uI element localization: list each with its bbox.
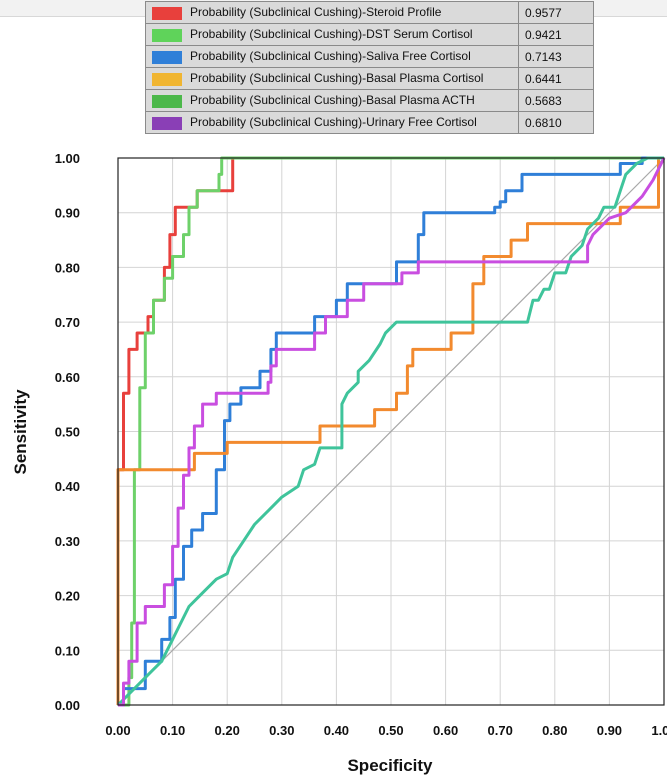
legend-swatch xyxy=(152,6,182,20)
roc-series-line-5 xyxy=(116,156,664,707)
x-tick-label: 0.00 xyxy=(105,723,130,738)
legend-label: Probability (Subclinical Cushing)-Urinar… xyxy=(190,115,477,130)
roc-series-line-6 xyxy=(118,157,666,707)
legend-swatch xyxy=(152,94,182,108)
y-tick-label: 0.70 xyxy=(55,315,80,330)
legend-label: Probability (Subclinical Cushing)-Saliva… xyxy=(190,49,471,64)
y-tick-label: 0.40 xyxy=(55,479,80,494)
roc-series-line-2 xyxy=(118,156,664,707)
legend-row: Probability (Subclinical Cushing)-Steroi… xyxy=(145,1,594,24)
x-tick-label: 0.60 xyxy=(433,723,458,738)
legend-auc-value: 0.7143 xyxy=(518,45,594,68)
legend-name-cell: Probability (Subclinical Cushing)-DST Se… xyxy=(145,23,519,46)
y-tick-label: 0.60 xyxy=(55,370,80,385)
roc-series-line-4 xyxy=(116,156,664,705)
legend-name-cell: Probability (Subclinical Cushing)-Saliva… xyxy=(145,45,519,68)
x-tick-label: 0.70 xyxy=(488,723,513,738)
x-tick-label: 0.30 xyxy=(269,723,294,738)
legend-row: Probability (Subclinical Cushing)-Urinar… xyxy=(145,111,594,134)
legend-label: Probability (Subclinical Cushing)-DST Se… xyxy=(190,27,473,42)
y-axis-label: Sensitivity xyxy=(11,389,30,475)
x-tick-label: 0.90 xyxy=(597,723,622,738)
legend-auc-value: 0.9577 xyxy=(518,1,594,24)
x-tick-label: 1.00 xyxy=(651,723,667,738)
legend-label: Probability (Subclinical Cushing)-Basal … xyxy=(190,93,475,108)
y-tick-label: 0.20 xyxy=(55,589,80,604)
y-tick-label: 0.10 xyxy=(55,643,80,658)
x-tick-label: 0.10 xyxy=(160,723,185,738)
legend-row: Probability (Subclinical Cushing)-Saliva… xyxy=(145,45,594,68)
legend-name-cell: Probability (Subclinical Cushing)-Steroi… xyxy=(145,1,519,24)
y-tick-label: 0.00 xyxy=(55,698,80,713)
x-tick-label: 0.40 xyxy=(324,723,349,738)
x-axis-label: Specificity xyxy=(347,756,433,775)
y-tick-label: 0.30 xyxy=(55,534,80,549)
legend-row: Probability (Subclinical Cushing)-Basal … xyxy=(145,89,594,112)
legend-label: Probability (Subclinical Cushing)-Basal … xyxy=(190,71,484,86)
legend-name-cell: Probability (Subclinical Cushing)-Urinar… xyxy=(145,111,519,134)
x-tick-label: 0.20 xyxy=(215,723,240,738)
legend-auc-value: 0.6810 xyxy=(518,111,594,134)
reference-diagonal xyxy=(117,157,665,706)
y-tick-label: 0.80 xyxy=(55,260,80,275)
legend-label: Probability (Subclinical Cushing)-Steroi… xyxy=(190,5,442,20)
legend-row: Probability (Subclinical Cushing)-DST Se… xyxy=(145,23,594,46)
y-tick-label: 0.50 xyxy=(55,425,80,440)
legend-swatch xyxy=(152,50,182,64)
y-tick-label: 1.00 xyxy=(55,151,80,166)
roc-series-line-3 xyxy=(118,156,664,707)
legend-name-cell: Probability (Subclinical Cushing)-Basal … xyxy=(145,89,519,112)
y-tick-label: 0.90 xyxy=(55,206,80,221)
x-tick-label: 0.80 xyxy=(542,723,567,738)
legend-swatch xyxy=(152,72,182,86)
legend-swatch xyxy=(152,28,182,42)
legend-swatch xyxy=(152,116,182,130)
legend: Probability (Subclinical Cushing)-Steroi… xyxy=(145,1,594,134)
plot-frame xyxy=(117,157,665,706)
x-tick-label: 0.50 xyxy=(378,723,403,738)
